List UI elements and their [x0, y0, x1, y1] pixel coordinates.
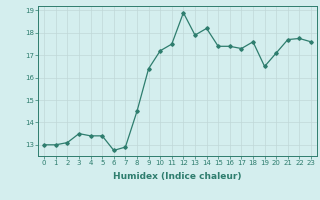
X-axis label: Humidex (Indice chaleur): Humidex (Indice chaleur) — [113, 172, 242, 181]
